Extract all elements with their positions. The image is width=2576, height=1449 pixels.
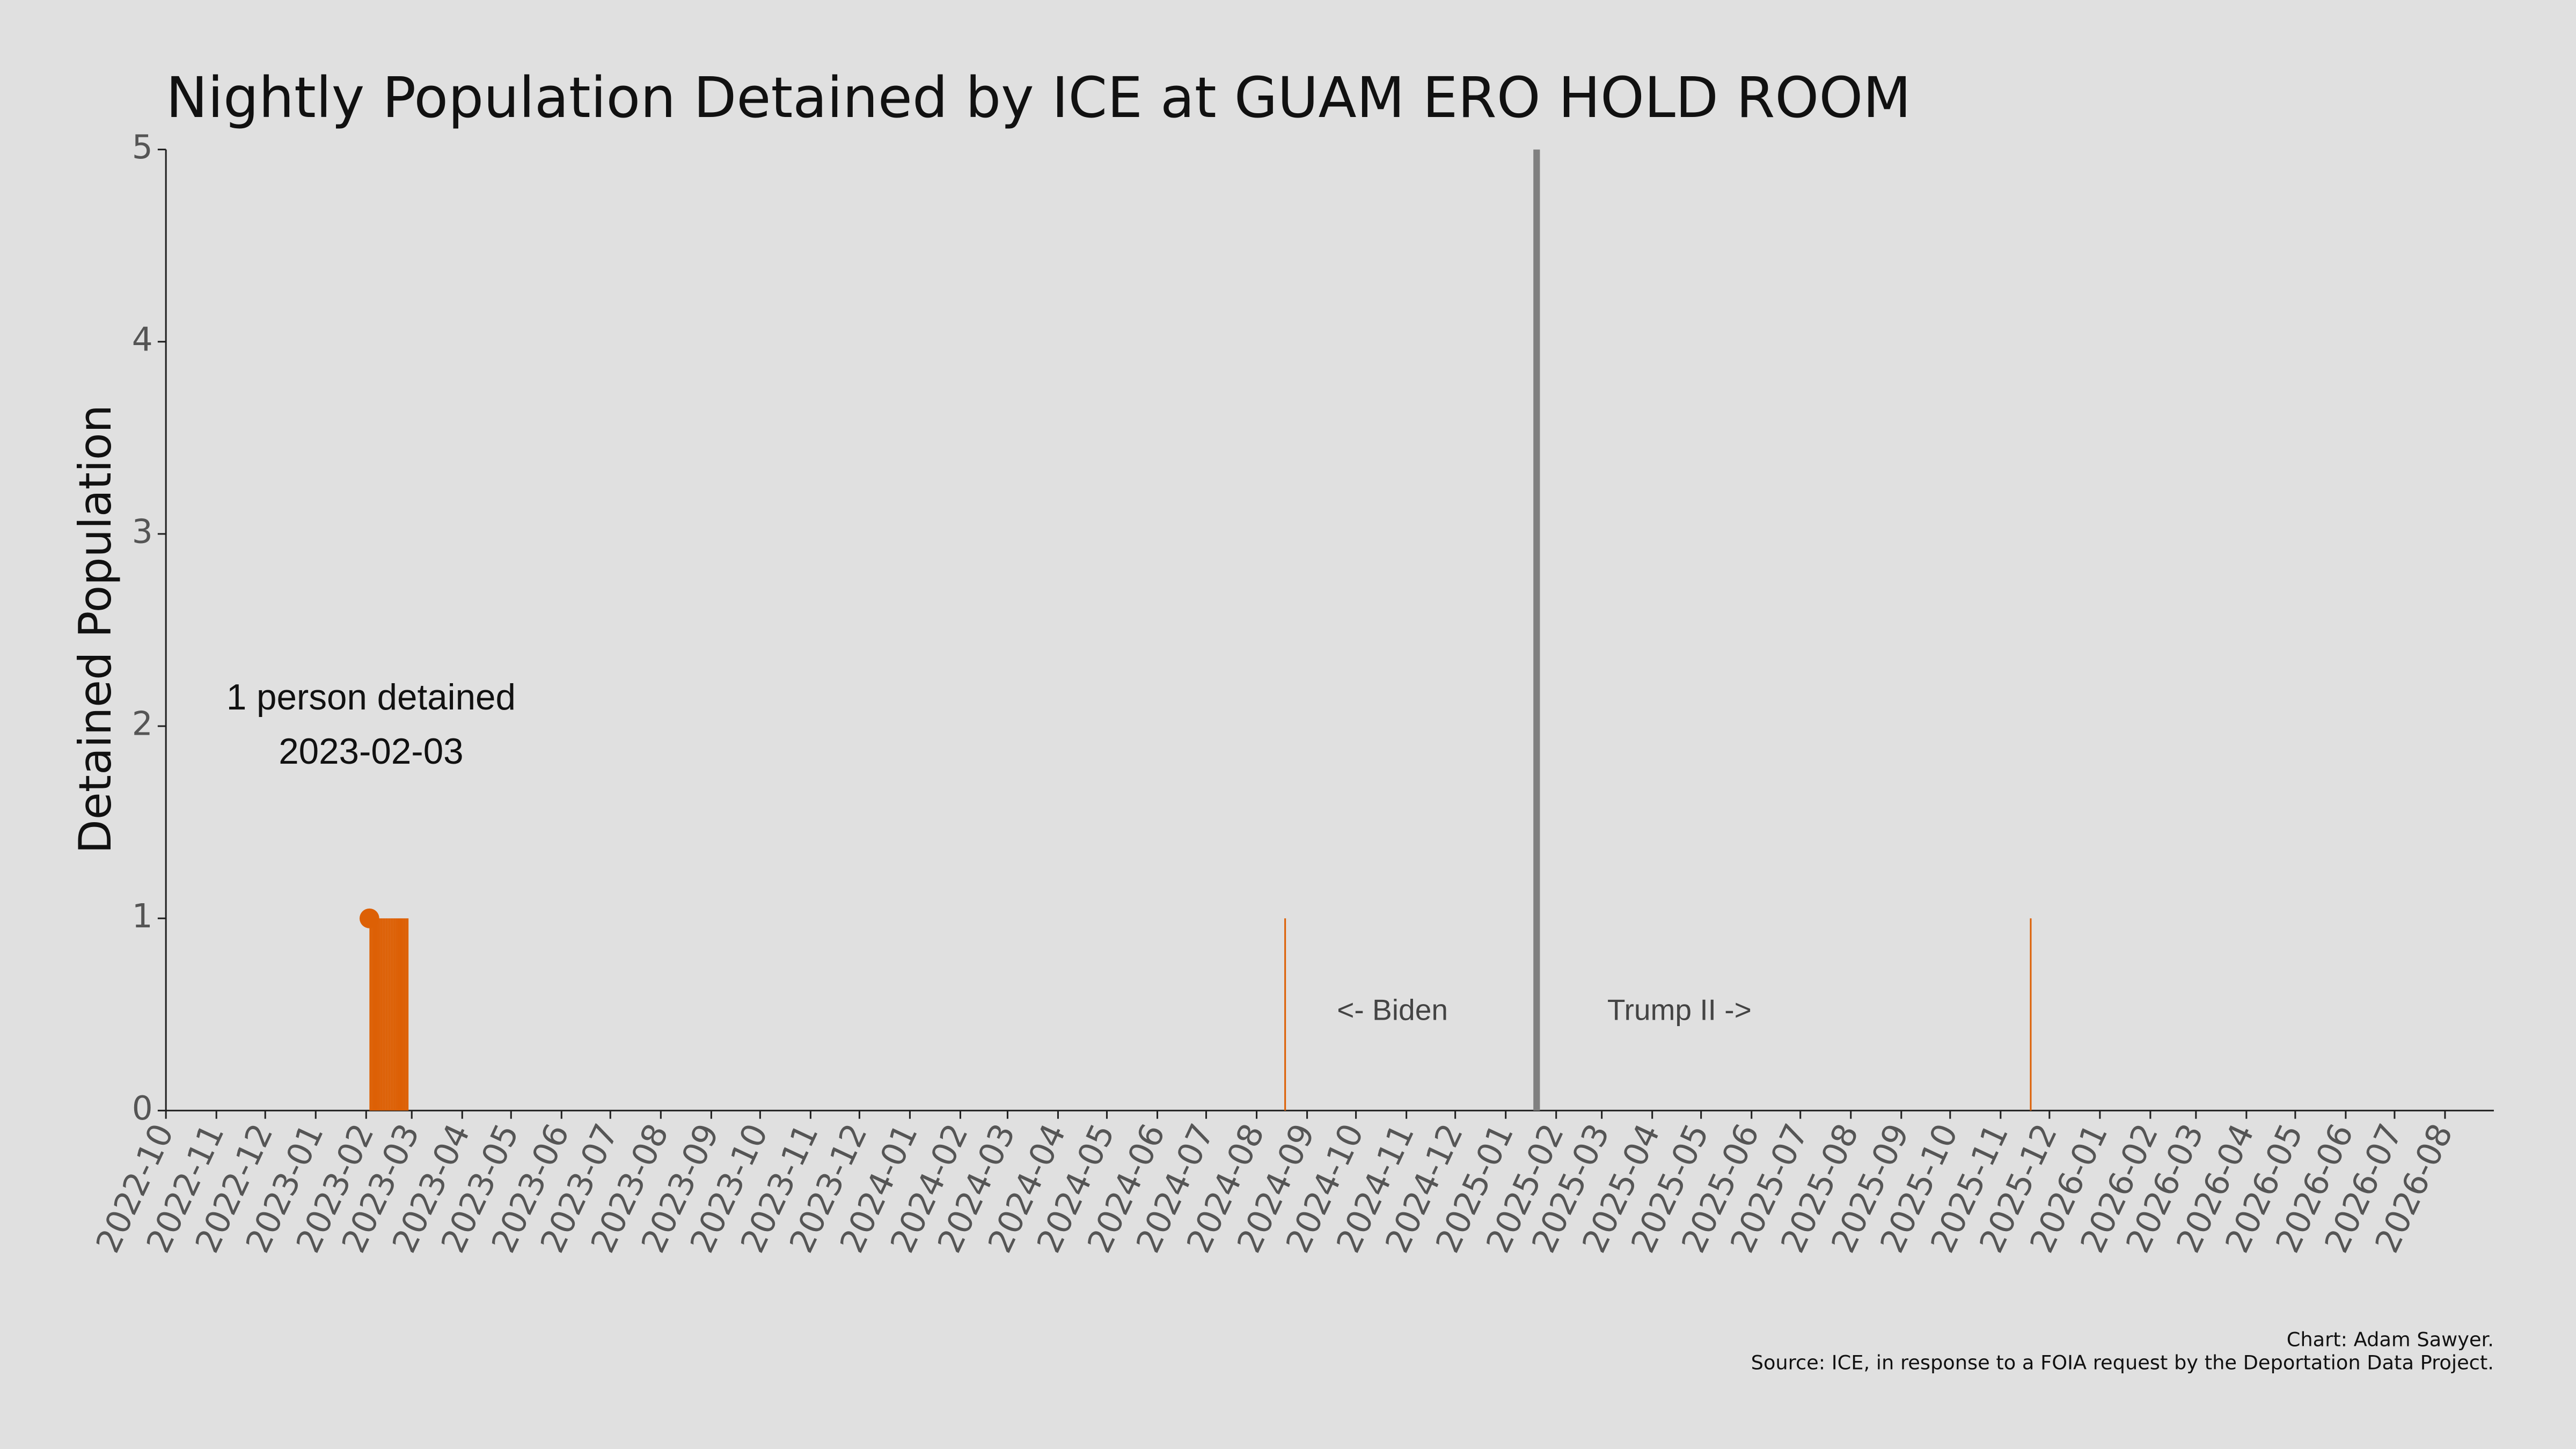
bar xyxy=(369,918,371,1111)
bar xyxy=(389,918,391,1111)
y-tick-label: 1 xyxy=(132,897,153,935)
bar xyxy=(2030,918,2032,1111)
bar xyxy=(392,918,394,1111)
annotation: 1 person detained xyxy=(226,677,516,718)
bar xyxy=(374,918,376,1111)
bar xyxy=(371,918,373,1111)
y-tick-label: 5 xyxy=(132,128,153,166)
bar xyxy=(407,918,409,1111)
y-axis-label: Detained Population xyxy=(70,405,121,854)
source: Source: ICE, in response to a FOIA reque… xyxy=(1751,1351,2494,1374)
bar xyxy=(377,918,379,1111)
y-tick-label: 3 xyxy=(132,513,153,551)
y-tick-label: 0 xyxy=(132,1089,153,1128)
y-tick-label: 4 xyxy=(132,320,153,358)
annotation: Trump II -> xyxy=(1607,993,1752,1026)
bar xyxy=(384,918,386,1111)
credit: Chart: Adam Sawyer. xyxy=(2287,1328,2494,1351)
bar xyxy=(379,918,381,1111)
bar xyxy=(397,918,399,1111)
bar xyxy=(393,918,396,1111)
annotation: 2023-02-03 xyxy=(279,731,463,772)
bar xyxy=(382,918,384,1111)
bar xyxy=(395,918,397,1111)
bar xyxy=(402,918,404,1111)
bar xyxy=(398,918,401,1111)
bar xyxy=(404,918,406,1111)
chart-title: Nightly Population Detained by ICE at GU… xyxy=(166,65,1911,130)
bar xyxy=(405,918,407,1111)
annotation: <- Biden xyxy=(1337,993,1448,1026)
bar xyxy=(390,918,392,1111)
y-tick-label: 2 xyxy=(132,705,153,743)
bar xyxy=(380,918,383,1111)
bar xyxy=(372,918,375,1111)
bar xyxy=(400,918,402,1111)
bar xyxy=(387,918,389,1111)
bar xyxy=(385,918,387,1111)
bar xyxy=(376,918,378,1111)
bar xyxy=(1284,918,1286,1111)
point-marker xyxy=(359,908,379,928)
